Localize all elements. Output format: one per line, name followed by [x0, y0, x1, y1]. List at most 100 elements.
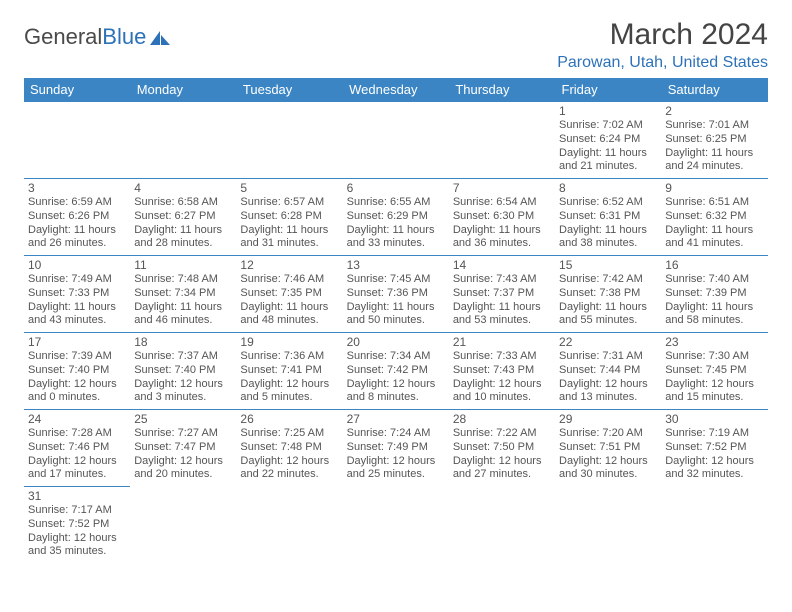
calendar-cell: 23Sunrise: 7:30 AMSunset: 7:45 PMDayligh… — [661, 333, 767, 410]
daylight-text: and 17 minutes. — [28, 468, 126, 482]
daylight-text: Daylight: 12 hours — [28, 532, 126, 546]
sunrise-text: Sunrise: 7:33 AM — [453, 350, 551, 364]
sunset-text: Sunset: 7:40 PM — [134, 364, 232, 378]
daylight-text: and 36 minutes. — [453, 237, 551, 251]
sunrise-text: Sunrise: 7:30 AM — [665, 350, 763, 364]
sunset-text: Sunset: 6:30 PM — [453, 210, 551, 224]
daylight-text: Daylight: 11 hours — [28, 301, 126, 315]
calendar-row: 24Sunrise: 7:28 AMSunset: 7:46 PMDayligh… — [24, 410, 768, 487]
calendar-cell — [343, 102, 449, 179]
calendar-cell — [130, 487, 236, 564]
day-number: 28 — [453, 412, 551, 426]
day-number: 11 — [134, 258, 232, 272]
calendar-cell: 28Sunrise: 7:22 AMSunset: 7:50 PMDayligh… — [449, 410, 555, 487]
day-number: 2 — [665, 104, 763, 118]
sunrise-text: Sunrise: 7:01 AM — [665, 119, 763, 133]
daylight-text: Daylight: 12 hours — [134, 378, 232, 392]
daylight-text: Daylight: 12 hours — [240, 378, 338, 392]
daylight-text: and 50 minutes. — [347, 314, 445, 328]
sunrise-text: Sunrise: 7:31 AM — [559, 350, 657, 364]
daylight-text: Daylight: 11 hours — [559, 301, 657, 315]
calendar-cell — [130, 102, 236, 179]
calendar-cell: 19Sunrise: 7:36 AMSunset: 7:41 PMDayligh… — [236, 333, 342, 410]
daylight-text: Daylight: 11 hours — [453, 224, 551, 238]
calendar-row: 10Sunrise: 7:49 AMSunset: 7:33 PMDayligh… — [24, 256, 768, 333]
calendar-table: Sunday Monday Tuesday Wednesday Thursday… — [24, 78, 768, 563]
day-number: 13 — [347, 258, 445, 272]
sunset-text: Sunset: 6:26 PM — [28, 210, 126, 224]
calendar-cell: 13Sunrise: 7:45 AMSunset: 7:36 PMDayligh… — [343, 256, 449, 333]
calendar-cell: 1Sunrise: 7:02 AMSunset: 6:24 PMDaylight… — [555, 102, 661, 179]
daylight-text: and 8 minutes. — [347, 391, 445, 405]
daylight-text: and 46 minutes. — [134, 314, 232, 328]
day-number: 1 — [559, 104, 657, 118]
sunset-text: Sunset: 7:50 PM — [453, 441, 551, 455]
daylight-text: Daylight: 11 hours — [134, 301, 232, 315]
day-number: 29 — [559, 412, 657, 426]
sunrise-text: Sunrise: 6:59 AM — [28, 196, 126, 210]
sunrise-text: Sunrise: 7:37 AM — [134, 350, 232, 364]
sunrise-text: Sunrise: 7:42 AM — [559, 273, 657, 287]
daylight-text: Daylight: 12 hours — [347, 378, 445, 392]
calendar-cell: 11Sunrise: 7:48 AMSunset: 7:34 PMDayligh… — [130, 256, 236, 333]
day-number: 26 — [240, 412, 338, 426]
day-number: 21 — [453, 335, 551, 349]
calendar-cell: 16Sunrise: 7:40 AMSunset: 7:39 PMDayligh… — [661, 256, 767, 333]
daylight-text: and 0 minutes. — [28, 391, 126, 405]
day-number: 15 — [559, 258, 657, 272]
sunset-text: Sunset: 7:47 PM — [134, 441, 232, 455]
sunrise-text: Sunrise: 7:25 AM — [240, 427, 338, 441]
calendar-cell: 5Sunrise: 6:57 AMSunset: 6:28 PMDaylight… — [236, 179, 342, 256]
sunset-text: Sunset: 7:51 PM — [559, 441, 657, 455]
calendar-body: 1Sunrise: 7:02 AMSunset: 6:24 PMDaylight… — [24, 102, 768, 564]
calendar-cell — [236, 102, 342, 179]
calendar-cell: 15Sunrise: 7:42 AMSunset: 7:38 PMDayligh… — [555, 256, 661, 333]
calendar-cell: 17Sunrise: 7:39 AMSunset: 7:40 PMDayligh… — [24, 333, 130, 410]
sunrise-text: Sunrise: 7:43 AM — [453, 273, 551, 287]
sunset-text: Sunset: 7:40 PM — [28, 364, 126, 378]
calendar-cell: 14Sunrise: 7:43 AMSunset: 7:37 PMDayligh… — [449, 256, 555, 333]
sunrise-text: Sunrise: 6:52 AM — [559, 196, 657, 210]
daylight-text: and 53 minutes. — [453, 314, 551, 328]
daylight-text: and 25 minutes. — [347, 468, 445, 482]
day-number: 8 — [559, 181, 657, 195]
calendar-cell: 3Sunrise: 6:59 AMSunset: 6:26 PMDaylight… — [24, 179, 130, 256]
day-number: 17 — [28, 335, 126, 349]
daylight-text: and 21 minutes. — [559, 160, 657, 174]
daylight-text: Daylight: 11 hours — [240, 301, 338, 315]
sunset-text: Sunset: 7:45 PM — [665, 364, 763, 378]
sunset-text: Sunset: 6:25 PM — [665, 133, 763, 147]
calendar-cell: 4Sunrise: 6:58 AMSunset: 6:27 PMDaylight… — [130, 179, 236, 256]
calendar-cell: 25Sunrise: 7:27 AMSunset: 7:47 PMDayligh… — [130, 410, 236, 487]
sunset-text: Sunset: 7:35 PM — [240, 287, 338, 301]
sunrise-text: Sunrise: 7:34 AM — [347, 350, 445, 364]
logo: GeneralBlue — [24, 24, 172, 50]
daylight-text: and 20 minutes. — [134, 468, 232, 482]
day-number: 5 — [240, 181, 338, 195]
daylight-text: Daylight: 12 hours — [134, 455, 232, 469]
title-block: March 2024 Parowan, Utah, United States — [557, 18, 768, 72]
daylight-text: Daylight: 11 hours — [347, 301, 445, 315]
calendar-row: 17Sunrise: 7:39 AMSunset: 7:40 PMDayligh… — [24, 333, 768, 410]
sail-icon — [148, 29, 172, 47]
sunrise-text: Sunrise: 7:17 AM — [28, 504, 126, 518]
calendar-cell: 22Sunrise: 7:31 AMSunset: 7:44 PMDayligh… — [555, 333, 661, 410]
calendar-cell: 6Sunrise: 6:55 AMSunset: 6:29 PMDaylight… — [343, 179, 449, 256]
sunrise-text: Sunrise: 6:57 AM — [240, 196, 338, 210]
sunset-text: Sunset: 6:32 PM — [665, 210, 763, 224]
sunset-text: Sunset: 6:28 PM — [240, 210, 338, 224]
daylight-text: Daylight: 12 hours — [665, 455, 763, 469]
daylight-text: and 58 minutes. — [665, 314, 763, 328]
daylight-text: and 27 minutes. — [453, 468, 551, 482]
daylight-text: and 38 minutes. — [559, 237, 657, 251]
daylight-text: and 24 minutes. — [665, 160, 763, 174]
daylight-text: Daylight: 11 hours — [559, 224, 657, 238]
day-number: 3 — [28, 181, 126, 195]
day-number: 6 — [347, 181, 445, 195]
daylight-text: Daylight: 11 hours — [559, 147, 657, 161]
day-number: 9 — [665, 181, 763, 195]
daylight-text: and 10 minutes. — [453, 391, 551, 405]
sunset-text: Sunset: 7:52 PM — [28, 518, 126, 532]
calendar-cell: 21Sunrise: 7:33 AMSunset: 7:43 PMDayligh… — [449, 333, 555, 410]
sunset-text: Sunset: 6:31 PM — [559, 210, 657, 224]
